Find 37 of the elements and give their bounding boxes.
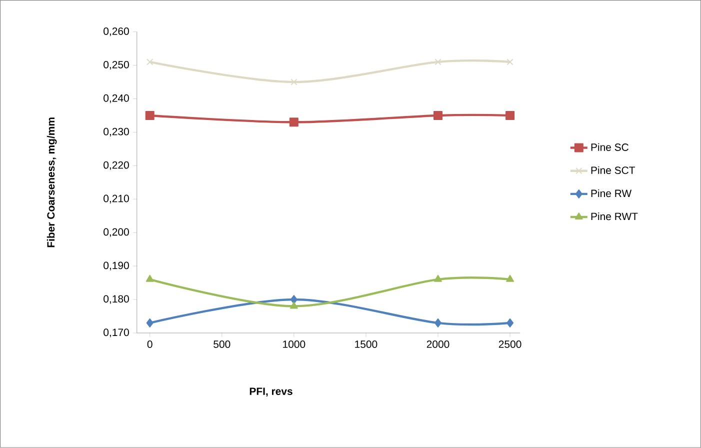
x-axis-title: PFI, revs [250,388,292,397]
point [146,318,154,328]
point [146,275,154,282]
point [290,302,298,309]
legend-label: Pine SCT [591,166,636,174]
point [506,111,515,120]
legend-label: Pine RWT [591,212,638,220]
y-tick-label: 0,170 [104,328,129,338]
x-tick-label: 0 [147,340,152,348]
point [289,118,298,127]
point [146,58,154,66]
y-tick-label: 0,200 [104,228,129,237]
x-tick-label: 1000 [283,340,306,348]
x-tick-label: 1500 [355,340,378,348]
y-tick-label: 0,260 [104,28,129,36]
point [434,58,442,66]
y-tick-label: 0,240 [104,94,129,104]
point [290,78,298,86]
point [506,275,514,282]
y-tick-label: 0,210 [104,194,129,204]
y-tick-label: 0,250 [104,61,129,70]
y-tick-label: 0,230 [104,128,129,137]
x-tick-label: 2000 [426,340,450,348]
legend-label: Pine RW [591,189,632,198]
y-tick-label: 0,190 [104,262,129,270]
y-tick-label: 0,220 [104,161,129,170]
point [433,111,442,120]
y-axis-title: Fiber Coarseness, mg/mm [46,118,57,248]
point [145,111,154,120]
point [434,318,442,328]
y-tick-label: 0,180 [104,295,129,304]
legend-label: Pine SC [591,143,628,152]
point [506,58,514,66]
point [506,318,514,328]
x-tick-label: 2500 [498,340,522,348]
x-tick-label: 500 [214,340,230,348]
point [434,275,442,282]
